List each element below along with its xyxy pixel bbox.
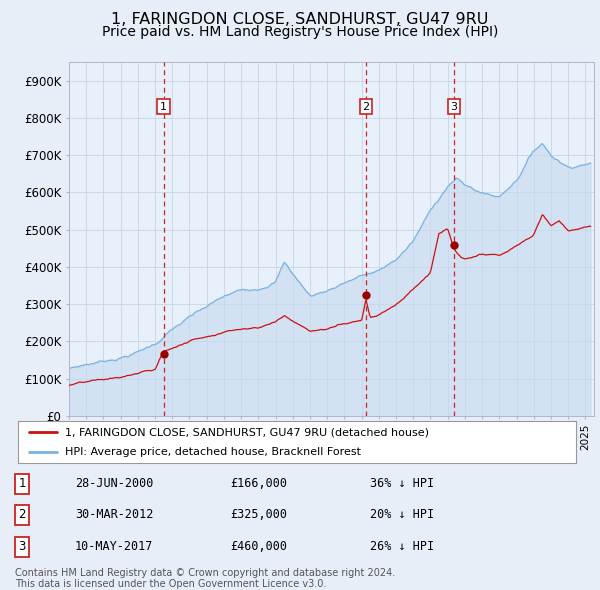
Text: This data is licensed under the Open Government Licence v3.0.: This data is licensed under the Open Gov… — [15, 579, 326, 589]
Text: £166,000: £166,000 — [230, 477, 287, 490]
Text: Price paid vs. HM Land Registry's House Price Index (HPI): Price paid vs. HM Land Registry's House … — [102, 25, 498, 39]
Text: 26% ↓ HPI: 26% ↓ HPI — [370, 540, 434, 553]
Text: 1, FARINGDON CLOSE, SANDHURST, GU47 9RU (detached house): 1, FARINGDON CLOSE, SANDHURST, GU47 9RU … — [65, 427, 430, 437]
Text: 2: 2 — [18, 508, 26, 522]
Text: 3: 3 — [451, 101, 457, 112]
Text: 1: 1 — [18, 477, 26, 490]
Text: 1: 1 — [160, 101, 167, 112]
Text: 30-MAR-2012: 30-MAR-2012 — [75, 508, 154, 522]
Text: Contains HM Land Registry data © Crown copyright and database right 2024.: Contains HM Land Registry data © Crown c… — [15, 568, 395, 578]
Text: 36% ↓ HPI: 36% ↓ HPI — [370, 477, 434, 490]
Text: 28-JUN-2000: 28-JUN-2000 — [75, 477, 154, 490]
Text: £325,000: £325,000 — [230, 508, 287, 522]
Text: HPI: Average price, detached house, Bracknell Forest: HPI: Average price, detached house, Brac… — [65, 447, 361, 457]
Text: 1, FARINGDON CLOSE, SANDHURST, GU47 9RU: 1, FARINGDON CLOSE, SANDHURST, GU47 9RU — [112, 12, 488, 27]
Text: 10-MAY-2017: 10-MAY-2017 — [75, 540, 154, 553]
Text: 3: 3 — [19, 540, 26, 553]
Text: £460,000: £460,000 — [230, 540, 287, 553]
Text: 2: 2 — [362, 101, 370, 112]
Text: 20% ↓ HPI: 20% ↓ HPI — [370, 508, 434, 522]
